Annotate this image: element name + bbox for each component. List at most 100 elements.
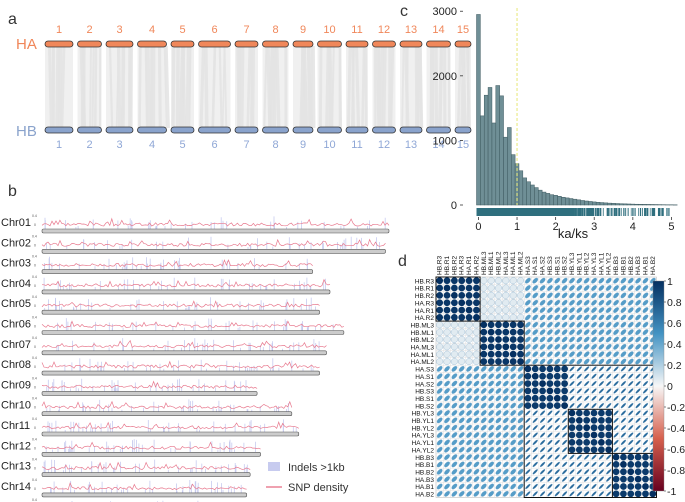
cluster-box <box>479 320 525 366</box>
correlation-ellipse <box>569 307 575 313</box>
correlation-ellipse <box>465 328 473 336</box>
correlation-circle <box>546 365 554 373</box>
hb-chromosome-number: 6 <box>211 139 217 151</box>
correlation-ellipse <box>620 447 627 453</box>
correlation-ellipse <box>605 329 612 336</box>
ha-chromosome-13 <box>399 40 423 48</box>
correlation-ellipse <box>473 424 480 431</box>
correlation-ellipse <box>525 491 531 497</box>
track-tick-label: 0 <box>34 446 36 450</box>
correlation-circle <box>502 343 510 351</box>
correlation-ellipse <box>547 285 553 291</box>
correlation-circle <box>620 453 627 461</box>
correlation-circle <box>590 446 598 454</box>
correlation-ellipse <box>436 476 443 483</box>
correlation-ellipse <box>606 469 612 475</box>
correlation-ellipse <box>547 351 553 358</box>
correlation-ellipse <box>510 424 517 431</box>
correlation-circle <box>583 424 591 432</box>
hb-chromosome-number: 2 <box>86 139 92 151</box>
correlation-circle <box>634 490 642 498</box>
histogram-bars <box>476 8 678 206</box>
correlation-ellipse <box>613 314 619 321</box>
chromosome-label: Chr06 <box>1 319 31 331</box>
correlation-ellipse <box>517 313 524 321</box>
correlation-ellipse <box>502 365 509 372</box>
snp-density-line <box>41 441 261 450</box>
correlation-ellipse <box>554 491 560 497</box>
chromosome-bar-Chr11 <box>41 431 300 437</box>
chromosome-label: Chr09 <box>1 379 31 391</box>
correlation-ellipse <box>605 299 612 306</box>
correlation-ellipse <box>620 336 627 343</box>
correlation-ellipse <box>598 277 605 284</box>
correlation-ellipse <box>472 321 480 329</box>
ha-chromosome-3 <box>105 40 134 48</box>
correlation-circle <box>561 402 569 410</box>
correlation-ellipse <box>444 380 450 387</box>
correlation-ellipse <box>510 483 517 490</box>
correlation-ellipse <box>495 395 502 402</box>
correlation-ellipse <box>517 373 524 380</box>
correlation-ellipse <box>635 417 641 423</box>
correlation-ellipse <box>642 366 649 372</box>
panel-d-correlation-matrix: HB.R3HB.R3HB.R1HB.R1HB.R2HB.R2HA.R3HA.R3… <box>411 251 685 498</box>
correlation-circle <box>553 402 561 410</box>
correlation-ellipse <box>591 343 597 350</box>
hb-chromosome-number: 10 <box>323 139 335 151</box>
correlation-circle <box>509 343 517 351</box>
synteny-block <box>426 46 451 128</box>
correlation-ellipse <box>576 483 582 490</box>
synteny-block <box>317 46 342 128</box>
correlation-circle <box>539 402 546 410</box>
correlation-ellipse <box>547 410 553 416</box>
correlation-ellipse <box>554 454 560 460</box>
correlation-ellipse <box>458 321 466 329</box>
histogram-bar <box>487 87 493 206</box>
histogram-bar <box>603 202 608 206</box>
correlation-ellipse <box>436 321 444 329</box>
correlation-ellipse <box>436 468 443 475</box>
correlation-ellipse <box>509 291 517 299</box>
correlation-circle <box>575 446 583 454</box>
correlation-ellipse <box>480 417 487 424</box>
histogram-bar <box>595 202 601 206</box>
correlation-ellipse <box>465 343 473 351</box>
ha-chromosome-15 <box>454 40 472 48</box>
correlation-ellipse <box>539 299 546 306</box>
correlation-ellipse <box>539 417 546 423</box>
correlation-ellipse <box>539 425 546 431</box>
correlation-ellipse <box>510 446 517 453</box>
correlation-circle <box>458 277 466 285</box>
ha-chromosome-6 <box>198 40 231 48</box>
correlation-ellipse <box>436 446 443 453</box>
correlation-ellipse <box>488 476 495 483</box>
correlation-ellipse <box>605 277 612 284</box>
colorbar-tick-label: -0.6 <box>667 444 685 456</box>
correlation-ellipse <box>547 469 553 475</box>
correlation-circle <box>575 409 583 417</box>
y-tick-label: 0 <box>451 200 457 212</box>
correlation-ellipse <box>561 321 568 328</box>
track-tick-label: 0.4 <box>32 275 37 279</box>
correlation-ellipse <box>598 329 605 336</box>
correlation-ellipse <box>525 410 531 416</box>
track-tick-label: 0.4 <box>32 316 37 320</box>
correlation-ellipse <box>554 476 560 482</box>
correlation-ellipse <box>532 307 539 313</box>
correlation-ellipse <box>532 358 539 365</box>
correlation-ellipse <box>620 373 627 379</box>
correlation-ellipse <box>480 306 488 314</box>
correlation-circle <box>450 284 458 292</box>
x-tick-label: 5 <box>668 221 674 233</box>
correlation-ellipse <box>561 410 568 416</box>
correlation-circle <box>575 416 583 424</box>
correlation-ellipse <box>472 343 480 351</box>
synteny-block <box>235 46 258 128</box>
correlation-ellipse <box>591 476 597 482</box>
correlation-ellipse <box>628 410 634 416</box>
correlation-ellipse <box>539 358 546 365</box>
correlation-circle <box>553 365 561 373</box>
correlation-ellipse <box>525 417 531 423</box>
correlation-ellipse <box>547 483 553 490</box>
